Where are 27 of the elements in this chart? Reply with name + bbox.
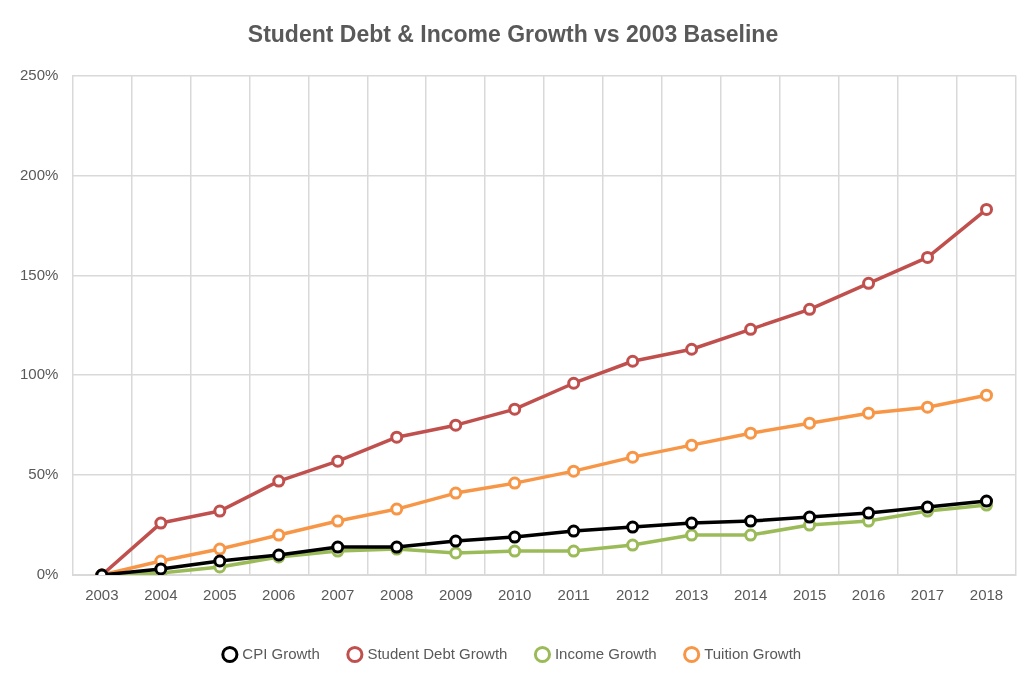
x-tick-label: 2009 [439, 586, 473, 604]
x-tick-label: 2015 [792, 586, 827, 604]
x-tick-label: 2016 [851, 586, 886, 604]
x-tick-label: 2011 [557, 586, 590, 604]
y-tick-label: 50% [28, 465, 59, 483]
chart-title: Student Debt & Income Growth vs 2003 Baseline [247, 21, 779, 48]
x-tick-label: 2007 [321, 586, 355, 604]
y-tick-label: 150% [19, 265, 59, 283]
legend-label: Tuition Growth [704, 644, 802, 662]
x-tick-label: 2005 [203, 586, 237, 604]
legend-label: Student Debt Growth [367, 644, 508, 662]
x-tick-label: 2004 [144, 586, 178, 604]
x-tick-label: 2003 [85, 586, 119, 604]
x-tick-label: 2017 [910, 586, 945, 604]
legend-label: Income Growth [554, 644, 657, 662]
x-tick-label: 2014 [733, 586, 768, 604]
legend-label: CPI Growth [242, 644, 320, 662]
x-tick-label: 2006 [262, 586, 296, 604]
x-tick-label: 2018 [969, 586, 1004, 604]
y-tick-label: 200% [19, 165, 59, 183]
y-tick-label: 0% [36, 565, 59, 583]
y-tick-label: 100% [19, 365, 59, 383]
x-tick-label: 2012 [615, 586, 650, 604]
x-tick-label: 2013 [674, 586, 709, 604]
y-tick-label: 250% [19, 65, 59, 83]
x-tick-label: 2008 [380, 586, 414, 604]
x-tick-label: 2010 [498, 586, 532, 604]
